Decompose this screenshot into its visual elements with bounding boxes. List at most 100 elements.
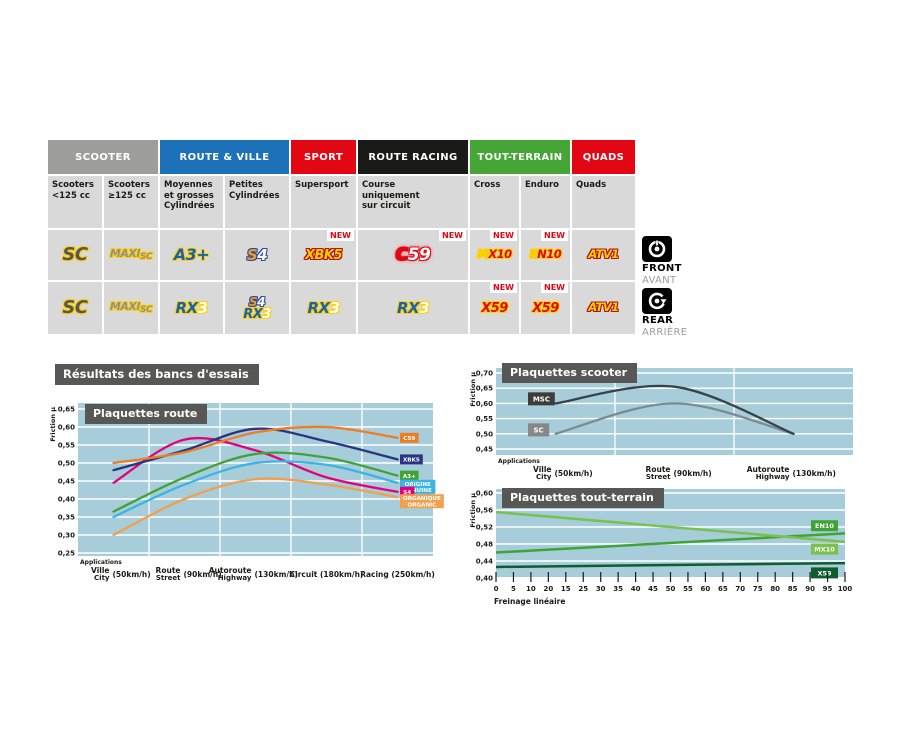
- svg-text:Route: Route: [646, 465, 671, 474]
- svg-text:70: 70: [735, 585, 745, 593]
- svg-text:Autoroute: Autoroute: [747, 465, 790, 474]
- series-sc: [554, 402, 795, 435]
- svg-text:Friction µ: Friction µ: [469, 493, 477, 528]
- svg-text:Freinage linéaire: Freinage linéaire: [494, 597, 565, 606]
- svg-text:Friction µ: Friction µ: [469, 372, 477, 407]
- svg-text:95: 95: [823, 585, 833, 593]
- new-badge: NEW: [541, 282, 568, 293]
- front-brake-disc-icon: [642, 236, 672, 262]
- legend-mx10: [811, 543, 838, 555]
- svg-text:MX10: MX10: [814, 546, 835, 554]
- svg-text:25: 25: [578, 585, 588, 593]
- category-header-sport: SPORT: [291, 140, 356, 174]
- category-header-route-racing: ROUTE RACING: [358, 140, 468, 174]
- pad-logo-maxisc: MAXISC: [109, 247, 153, 262]
- rear-label-en: REAR: [642, 315, 674, 326]
- pad-logo-sc: SC: [62, 244, 88, 265]
- svg-text:0,55: 0,55: [58, 442, 75, 450]
- pad-logo-maxisc: MAXISC: [109, 300, 153, 315]
- svg-text:0,35: 0,35: [58, 514, 75, 522]
- pad-logo-atv1: ATV1: [588, 247, 619, 262]
- svg-text:0,56: 0,56: [476, 507, 493, 515]
- svg-text:0,55: 0,55: [476, 415, 493, 423]
- subcategory-petites: Petites Cylindrées: [225, 176, 289, 228]
- rear-brake-disc-icon: [642, 288, 672, 314]
- pad-logo-atv1: ATV1: [588, 300, 619, 315]
- legend-xbk5: [400, 454, 423, 465]
- svg-text:0: 0: [494, 585, 499, 593]
- svg-text:Route: Route: [156, 566, 181, 575]
- subcategory-scooters: Scooters ≥125 cc: [104, 176, 158, 228]
- svg-text:50: 50: [666, 585, 676, 593]
- svg-text:(90km/h): (90km/h): [674, 469, 712, 478]
- svg-text:GENUINE: GENUINE: [404, 488, 432, 494]
- svg-text:0,48: 0,48: [476, 541, 493, 549]
- svg-text:0,65: 0,65: [58, 406, 75, 414]
- pad-logo-sc: SC: [62, 297, 88, 318]
- pad-logo-rx3: RX3: [396, 298, 430, 317]
- svg-text:0,40: 0,40: [58, 496, 75, 504]
- svg-text:XBK5: XBK5: [403, 458, 420, 464]
- pad-cell-front: NEW XBK5: [291, 230, 356, 280]
- pad-logo-s4: S4: [248, 294, 266, 309]
- series-organique-organic: [112, 477, 399, 537]
- legend-s4: [400, 486, 415, 497]
- new-badge: NEW: [490, 230, 517, 241]
- svg-text:Street: Street: [646, 473, 671, 481]
- svg-text:EN10: EN10: [815, 522, 834, 530]
- pad-logo-xbk5: XBK5: [304, 247, 343, 263]
- svg-text:Applications: Applications: [80, 559, 122, 566]
- svg-text:0,65: 0,65: [476, 385, 493, 393]
- pad-logo-en10: EN10: [529, 247, 562, 262]
- svg-text:Street: Street: [156, 574, 181, 582]
- subcategory-scooters: Scooters <125 cc: [48, 176, 102, 228]
- legend-a3: [400, 470, 419, 481]
- svg-text:A3+: A3+: [403, 474, 416, 480]
- pad-logo-s4: S4: [246, 245, 268, 264]
- pad-logo-rx3: RX3: [243, 306, 271, 322]
- svg-text:0,25: 0,25: [58, 550, 75, 558]
- svg-text:(50km/h): (50km/h): [555, 469, 593, 478]
- svg-text:80: 80: [770, 585, 780, 593]
- category-header-quads: QUADS: [572, 140, 635, 174]
- pad-cell-rear: S4 RX3: [225, 282, 289, 334]
- svg-text:(90km/h): (90km/h): [184, 570, 222, 579]
- svg-text:Highway: Highway: [756, 473, 790, 481]
- series-x59: [495, 561, 846, 569]
- pad-logo-c59: C59: [395, 244, 431, 265]
- legend-c59: [400, 432, 419, 443]
- svg-text:90: 90: [805, 585, 815, 593]
- series-mx10: [495, 510, 846, 544]
- svg-text:55: 55: [683, 585, 693, 593]
- pad-category-table: SCOOTER ROUTE & VILLE SPORT ROUTE RACING TOU…: [48, 140, 635, 334]
- subcategory-enduro: Enduro: [521, 176, 570, 228]
- svg-text:X59: X59: [817, 569, 832, 577]
- category-header-tout-terrain: TOUT-TERRAIN: [470, 140, 570, 174]
- svg-text:65: 65: [718, 585, 728, 593]
- svg-text:0,70: 0,70: [476, 370, 493, 378]
- svg-text:(130km/h): (130km/h): [793, 469, 836, 478]
- svg-text:SC: SC: [534, 427, 544, 435]
- svg-text:Ville: Ville: [91, 566, 109, 575]
- subcategory-moyennes: Moyennes et grosses Cylindrées: [160, 176, 223, 228]
- svg-text:15: 15: [561, 585, 571, 593]
- svg-text:0,50: 0,50: [476, 430, 493, 438]
- pad-cell-rear: MAXISC: [104, 282, 158, 334]
- rear-axle-block: REAR ARRIÈRE: [642, 288, 698, 338]
- front-label-fr: AVANT: [642, 275, 677, 286]
- svg-text:0,60: 0,60: [476, 400, 493, 408]
- subcategory-supersport: Supersport: [291, 176, 356, 228]
- front-label-en: FRONT: [642, 263, 682, 274]
- pad-logo-rx3: RX3: [175, 298, 208, 317]
- pad-logo-a3: A3+: [173, 245, 210, 264]
- series-c59: [112, 425, 399, 465]
- legend-sc: [528, 423, 550, 437]
- pad-cell-rear: NEW X59: [521, 282, 570, 334]
- svg-text:100: 100: [838, 585, 853, 593]
- category-header-route-ville: ROUTE & VILLE: [160, 140, 289, 174]
- svg-text:0,60: 0,60: [476, 490, 493, 498]
- svg-text:Applications: Applications: [498, 458, 540, 465]
- svg-text:45: 45: [648, 585, 658, 593]
- pad-cell-rear: RX3: [358, 282, 468, 334]
- svg-text:0,50: 0,50: [58, 460, 75, 468]
